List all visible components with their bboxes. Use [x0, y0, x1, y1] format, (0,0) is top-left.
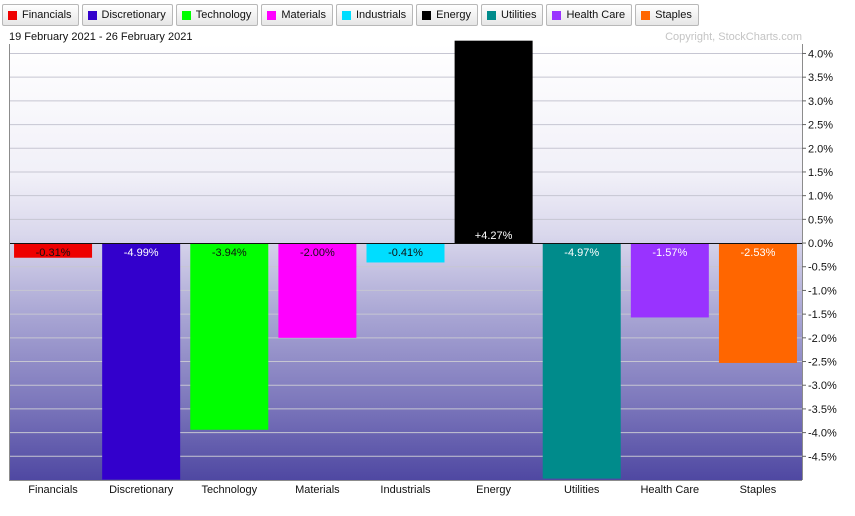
legend-item-staples[interactable]: Staples	[635, 4, 699, 26]
legend-label: Technology	[195, 9, 252, 21]
data-label: -0.41%	[388, 247, 423, 259]
x-tick-label: Staples	[740, 484, 777, 496]
x-tick-label: Utilities	[564, 484, 600, 496]
bar-financials	[14, 243, 93, 258]
y-tick-label: 2.0%	[808, 143, 833, 155]
legend-item-financials[interactable]: Financials	[2, 4, 79, 26]
legend-swatch	[641, 10, 651, 20]
y-tick-label: -3.5%	[808, 404, 837, 416]
y-tick-label: 1.0%	[808, 191, 833, 203]
x-tick-label: Technology	[201, 484, 257, 496]
legend-item-industrials[interactable]: Industrials	[336, 4, 414, 26]
y-tick-label: -2.0%	[808, 333, 837, 345]
y-tick-label: 3.0%	[808, 96, 833, 108]
y-tick-label: 3.5%	[808, 72, 833, 84]
bar-energy	[454, 40, 533, 244]
legend-swatch	[267, 10, 277, 20]
legend-label: Industrials	[356, 9, 407, 21]
data-label: +4.27%	[475, 230, 513, 242]
x-tick-label: Health Care	[640, 484, 699, 496]
data-label: -4.99%	[124, 247, 159, 259]
data-label: -1.57%	[652, 247, 687, 259]
legend-item-energy[interactable]: Energy	[416, 4, 478, 26]
x-tick-label: Energy	[476, 484, 511, 496]
legend-item-discretionary[interactable]: Discretionary	[81, 4, 173, 26]
x-axis-labels: Financials Discretionary Technology Materia…	[28, 484, 776, 496]
y-tick-label: 4.0%	[808, 48, 833, 60]
data-label: -4.97%	[564, 247, 599, 259]
legend-label: Staples	[655, 9, 692, 21]
legend-label: Health Care	[566, 9, 626, 21]
y-tick-label: -4.5%	[808, 451, 837, 463]
y-tick-label: 0.5%	[808, 214, 833, 226]
y-tick-label: -1.0%	[808, 285, 837, 297]
legend-swatch	[181, 10, 191, 20]
y-tick-label: 0.0%	[808, 238, 833, 250]
legend-swatch	[87, 10, 97, 20]
bar-discretionary	[102, 243, 181, 480]
data-label: -2.00%	[300, 247, 335, 259]
legend-label: Materials	[281, 9, 326, 21]
legend-label: Energy	[436, 9, 471, 21]
x-tick-label: Materials	[295, 484, 340, 496]
copyright-text: Copyright, StockCharts.com	[665, 31, 802, 43]
x-tick-label: Financials	[28, 484, 78, 496]
bar-technology	[190, 243, 269, 430]
y-tick-label: -0.5%	[808, 262, 837, 274]
legend-label: Financials	[22, 9, 72, 21]
bars	[14, 40, 797, 480]
y-tick-label: 1.5%	[808, 167, 833, 179]
legend-label: Utilities	[501, 9, 537, 21]
bar-industrials	[366, 243, 445, 263]
data-label: -0.31%	[36, 247, 71, 259]
legend-swatch	[8, 10, 17, 20]
y-tick-label: -4.0%	[808, 428, 837, 440]
y-tick-label: -3.0%	[808, 380, 837, 392]
legend-item-utilities[interactable]: Utilities	[481, 4, 544, 26]
legend-swatch	[487, 10, 496, 20]
legend-item-health-care[interactable]: Health Care	[546, 4, 633, 26]
y-tick-label: -1.5%	[808, 309, 837, 321]
legend-swatch	[342, 10, 351, 20]
legend-swatch	[552, 10, 562, 20]
bar-health-care	[630, 243, 709, 318]
x-tick-label: Industrials	[380, 484, 431, 496]
legend-item-materials[interactable]: Materials	[261, 4, 333, 26]
y-tick-label: 2.5%	[808, 120, 833, 132]
legend-item-technology[interactable]: Technology	[175, 4, 259, 26]
bar-materials	[278, 243, 357, 338]
data-label: -2.53%	[741, 247, 776, 259]
legend: Financials Discretionary Technology Materia…	[2, 4, 699, 28]
legend-swatch	[422, 10, 432, 20]
data-label: -3.94%	[212, 247, 247, 259]
x-tick-label: Discretionary	[109, 484, 174, 496]
y-tick-label: -2.5%	[808, 357, 837, 369]
date-range: 19 February 2021 - 26 February 2021	[9, 31, 192, 43]
legend-label: Discretionary	[101, 9, 166, 21]
data-labels: -0.31% -4.99% -3.94% -2.00% -0.41% +4.27% -4.9…	[36, 230, 776, 259]
bar-staples	[718, 243, 797, 363]
sector-performance-chart: -0.31% -4.99% -3.94% -2.00% -0.41% +4.27% -4.9…	[9, 31, 837, 496]
y-axis-ticks: 4.0% 3.5% 3.0% 2.5% 2.0% 1.5% 1.0% 0.5% 0.0% -0.5…	[802, 48, 837, 463]
bar-utilities	[542, 243, 621, 479]
